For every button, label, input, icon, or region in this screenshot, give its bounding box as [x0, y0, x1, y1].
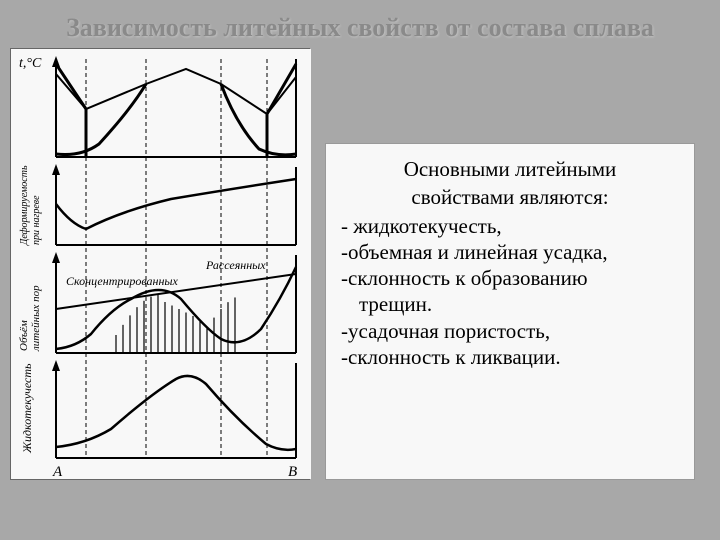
slide-title: Зависимость литейных свойств от состава … [0, 0, 720, 43]
properties-text-box: Основными литейными свойствами являются:… [325, 143, 695, 480]
svg-text:В: В [288, 464, 297, 479]
svg-text:t,°C: t,°C [19, 56, 42, 71]
svg-text:Рассеянных: Рассеянных [205, 258, 266, 272]
text-heading-2: свойствами являются: [341, 184, 679, 210]
text-heading-1: Основными литейными [341, 156, 679, 182]
svg-text:литейных пор: литейных пор [30, 285, 42, 352]
svg-text:А: А [52, 464, 63, 479]
content-area: Жидкотекучесть Объёмлитейных пор Деформиру… [0, 43, 720, 485]
svg-text:Сконцентрированных: Сконцентрированных [66, 274, 179, 288]
svg-text:Жидкотекучесть: Жидкотекучесть [20, 363, 34, 454]
properties-item: -склонность к образованию [341, 265, 679, 291]
properties-item: -объемная и линейная усадка, [341, 239, 679, 265]
diagram-column: Жидкотекучесть Объёмлитейных пор Деформиру… [10, 48, 310, 480]
svg-text:Объём: Объём [18, 320, 30, 351]
properties-item: -склонность к ликвации. [341, 344, 679, 370]
properties-item: - жидкотекучесть, [341, 213, 679, 239]
svg-text:Деформируемость: Деформируемость [19, 165, 30, 246]
properties-item: трещин. [341, 291, 679, 317]
properties-item: -усадочная пористость, [341, 318, 679, 344]
svg-text:при нагреве: при нагреве [31, 195, 42, 245]
diagram-svg: Жидкотекучесть Объёмлитейных пор Деформиру… [11, 49, 311, 479]
